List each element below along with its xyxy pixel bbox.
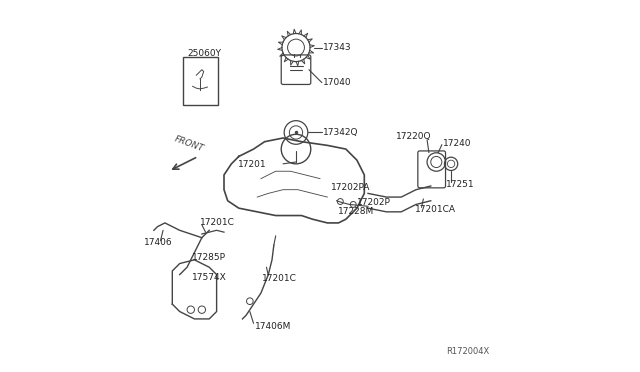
Text: 17220Q: 17220Q [396,132,432,141]
Text: 17202P: 17202P [357,198,391,207]
Text: 17201CA: 17201CA [415,205,456,215]
Text: 17343: 17343 [323,43,351,52]
Text: 17406M: 17406M [255,322,291,331]
Text: R172004X: R172004X [447,347,490,356]
Text: 17201: 17201 [238,160,266,169]
Text: FRONT: FRONT [173,134,205,153]
Text: 17251: 17251 [445,180,474,189]
Text: 17228M: 17228M [338,207,374,217]
Text: 25060Y: 25060Y [187,49,221,58]
Text: 17040: 17040 [323,78,351,87]
Text: 17285P: 17285P [191,253,225,262]
Text: 17574X: 17574X [191,273,227,282]
Text: 17342Q: 17342Q [323,128,358,137]
Text: 17201C: 17201C [200,218,235,227]
Text: 17406: 17406 [143,238,172,247]
Text: 17202PA: 17202PA [331,183,371,192]
Text: 17240: 17240 [443,139,471,148]
Text: 17201C: 17201C [262,274,297,283]
